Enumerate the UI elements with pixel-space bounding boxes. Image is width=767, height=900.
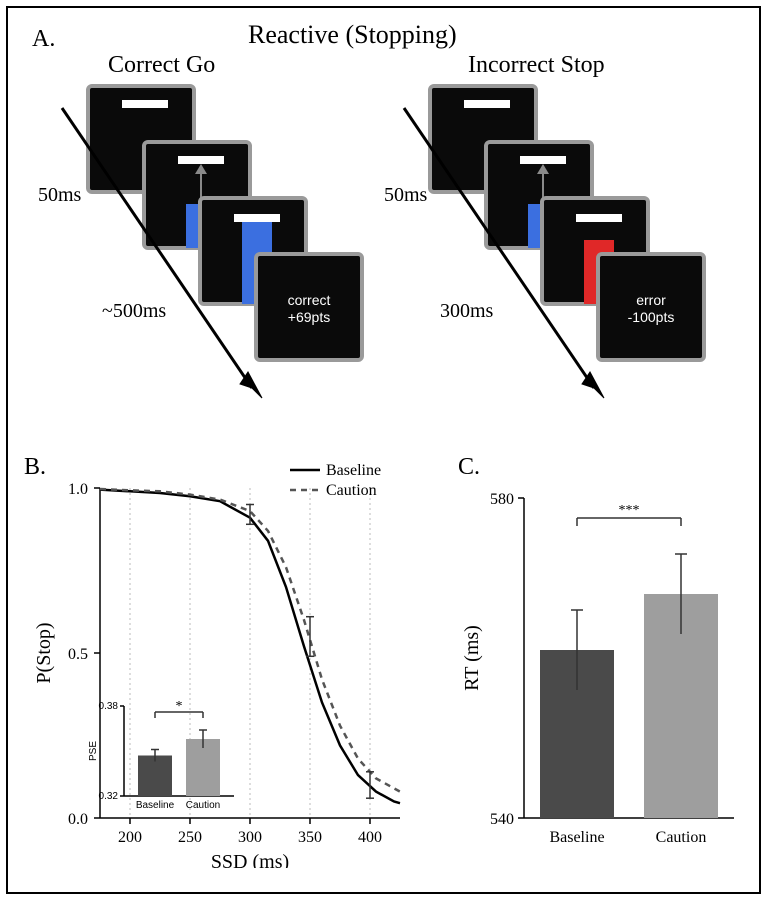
panel-a-label: A. <box>32 26 55 53</box>
feedback-stop-line2: -100pts <box>628 309 675 325</box>
svg-text:300: 300 <box>238 829 262 846</box>
svg-text:1.0: 1.0 <box>68 481 88 498</box>
svg-text:Caution: Caution <box>656 829 707 846</box>
svg-text:RT (ms): RT (ms) <box>461 625 483 691</box>
feedback-go-line1: correct <box>288 292 331 308</box>
cond-left-label: Correct Go <box>108 52 215 79</box>
svg-text:Baseline: Baseline <box>326 462 381 479</box>
svg-text:Caution: Caution <box>186 800 220 811</box>
panel-a-title: Reactive (Stopping) <box>248 20 457 50</box>
svg-text:P(Stop): P(Stop) <box>33 622 55 683</box>
svg-text:350: 350 <box>298 829 322 846</box>
svg-text:0.32: 0.32 <box>99 791 119 802</box>
svg-text:250: 250 <box>178 829 202 846</box>
svg-text:0.0: 0.0 <box>68 811 88 828</box>
svg-text:PSE: PSE <box>88 741 99 761</box>
feedback-go-line2: +69pts <box>288 309 330 325</box>
svg-text:*: * <box>176 699 183 714</box>
svg-text:Caution: Caution <box>326 482 377 499</box>
panel-b-chart: 200 250 300 350 400 0.0 0.5 1.0 SSD (ms) P(Stop) B… <box>28 448 428 868</box>
svg-text:***: *** <box>619 503 640 518</box>
feedback-stop-line1: error <box>636 292 666 308</box>
svg-text:580: 580 <box>490 491 514 508</box>
svg-text:0.38: 0.38 <box>99 701 119 712</box>
figure-frame: A. Reactive (Stopping) Correct Go correc… <box>6 6 761 894</box>
svg-text:540: 540 <box>490 811 514 828</box>
svg-text:Baseline: Baseline <box>549 829 604 846</box>
time-arrow-left <box>52 98 282 418</box>
time-arrow-right <box>394 98 624 418</box>
panel-c-chart: 540 580 Baseline Caution *** RT (ms) <box>458 448 758 868</box>
svg-text:400: 400 <box>358 829 382 846</box>
svg-text:SSD (ms): SSD (ms) <box>211 851 289 868</box>
svg-text:Baseline: Baseline <box>136 800 175 811</box>
cond-right-label: Incorrect Stop <box>468 52 605 79</box>
svg-text:0.5: 0.5 <box>68 646 88 663</box>
svg-text:200: 200 <box>118 829 142 846</box>
